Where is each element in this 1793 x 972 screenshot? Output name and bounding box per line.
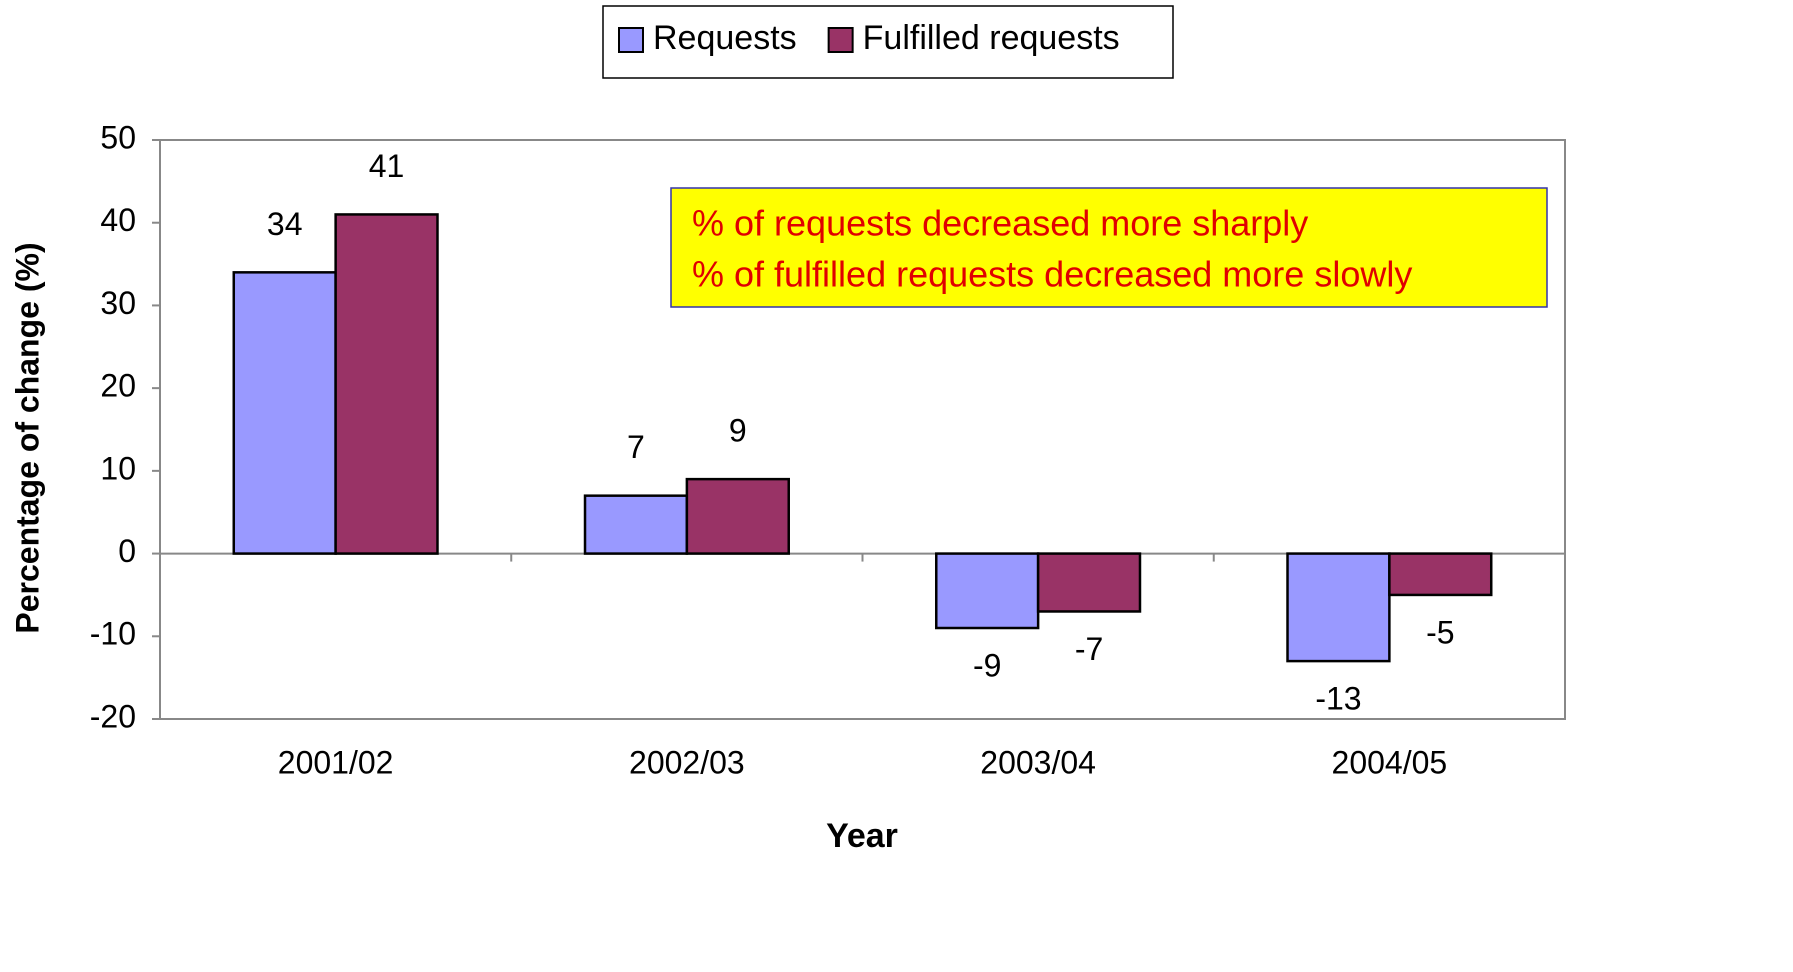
y-tick-label: 10 (100, 450, 136, 486)
bar (583, 494, 689, 555)
legend-swatch (827, 27, 854, 53)
data-label: -13 (1315, 681, 1361, 717)
y-tick-label: -10 (90, 616, 136, 652)
data-label: -5 (1426, 614, 1454, 650)
bar (1036, 552, 1142, 613)
bar (685, 477, 790, 555)
legend-box (602, 5, 1174, 79)
x-tick-label: 2001/02 (278, 744, 394, 780)
y-tick-label: 30 (100, 285, 136, 321)
y-tick-label: -20 (90, 698, 136, 734)
annotation-text: % of requests decreased more sharply (692, 203, 1308, 244)
bar (1286, 552, 1391, 663)
x-tick-label: 2004/05 (1332, 744, 1448, 780)
legend-label: Requests (653, 19, 797, 57)
x-tick-label: 2002/03 (629, 744, 745, 780)
bar (232, 271, 337, 555)
data-label: -7 (1075, 631, 1103, 667)
y-tick-label: 0 (118, 533, 136, 569)
data-label: 9 (729, 413, 747, 449)
legend-swatch (618, 27, 644, 53)
y-axis-title: Percentage of change (%) (9, 242, 45, 633)
legend-label: Fulfilled requests (863, 19, 1120, 57)
x-axis-title: Year (826, 817, 898, 855)
data-label: 41 (369, 148, 405, 184)
x-tick-label: 2003/04 (980, 744, 1096, 780)
y-tick-label: 40 (100, 202, 136, 238)
bar (935, 552, 1040, 630)
y-tick-label: 50 (100, 119, 136, 155)
bar (1388, 552, 1493, 597)
data-label: -9 (973, 647, 1001, 683)
y-tick-label: 20 (100, 368, 136, 404)
data-label: 7 (627, 429, 645, 465)
bar (334, 213, 439, 555)
annotation-text: % of fulfilled requests decreased more s… (692, 254, 1412, 295)
annotation-box (670, 187, 1548, 308)
data-label: 34 (267, 206, 303, 242)
